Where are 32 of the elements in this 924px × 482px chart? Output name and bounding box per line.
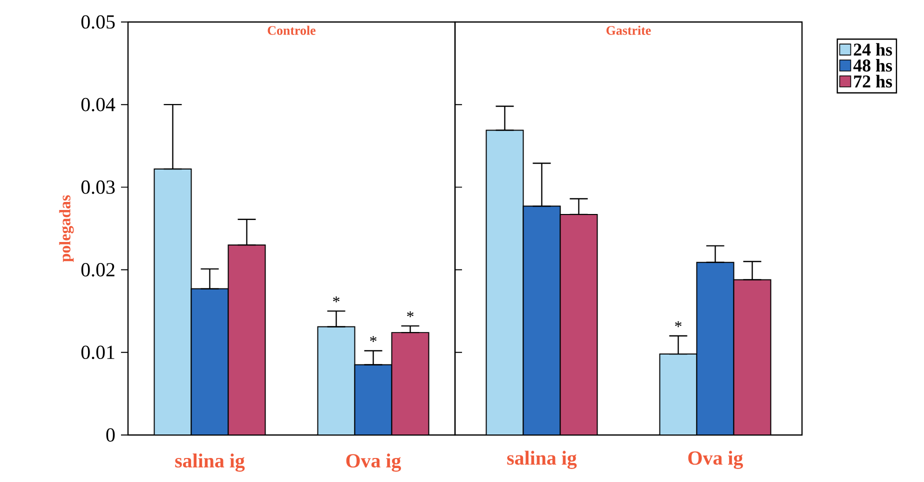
y-tick-label: 0.04 (81, 98, 116, 112)
y-tick-label: 0.02 (81, 263, 114, 277)
y-tick-label: 0 (106, 428, 115, 442)
bar (391, 332, 430, 435)
data-label: * (370, 336, 376, 342)
chart-title: Gastrite (606, 26, 651, 35)
bar (486, 130, 524, 435)
bar (659, 354, 698, 435)
x-tick-label: Ova ig (688, 450, 743, 469)
bar (696, 262, 734, 435)
legend-label: 24 hs (854, 43, 892, 56)
bar (354, 364, 392, 435)
bar (560, 214, 598, 435)
data-label: * (333, 296, 340, 302)
y-tick-label: 0.05 (81, 15, 115, 29)
x-tick-label: Ova ig (346, 454, 401, 472)
y-tick-label: 0.03 (81, 180, 115, 194)
chart-title: Controle (268, 26, 316, 35)
x-tick-label: salina ig (175, 454, 245, 472)
bar (190, 288, 229, 435)
data-label: * (407, 311, 414, 318)
x-tick-label: salina ig (507, 450, 577, 469)
legend-label: 48 hs (853, 59, 892, 72)
bar (228, 244, 266, 435)
bar (154, 168, 192, 435)
legend-label: 72 hs (854, 74, 892, 88)
bar (317, 326, 356, 435)
bar (733, 279, 772, 435)
y-axis-title: polegadas (59, 195, 74, 262)
data-label: * (675, 321, 682, 328)
y-tick-label: 0.01 (81, 346, 114, 360)
bar (522, 206, 561, 435)
